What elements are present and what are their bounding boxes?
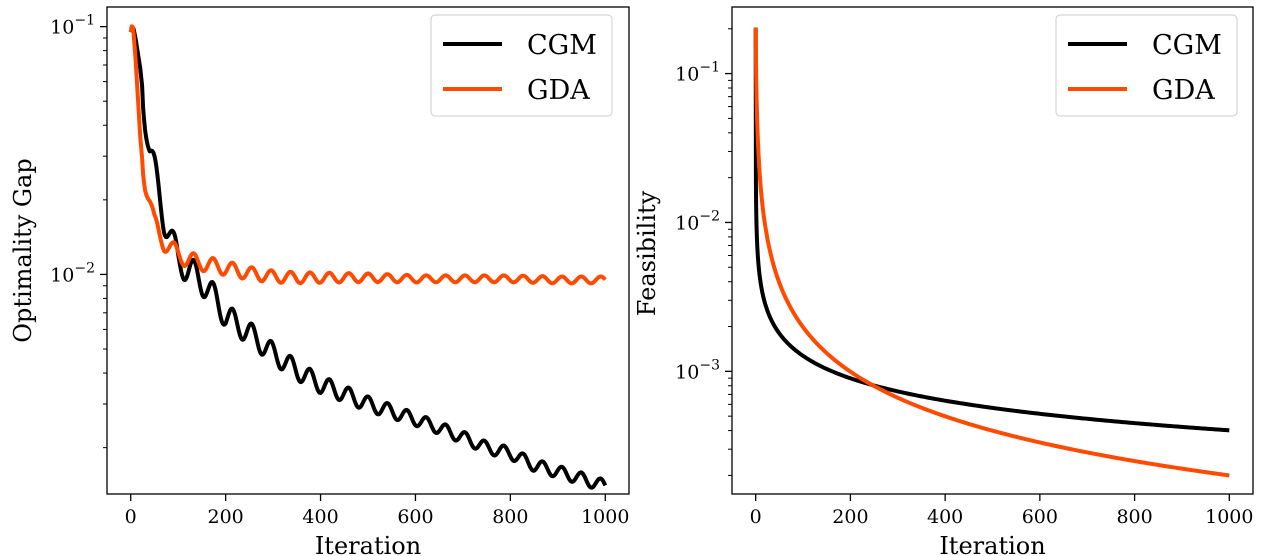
x-axis-label: Iteration [939,532,1045,556]
x-tick-label: 600 [1022,506,1058,528]
feasibility-chart: 10−3 10−2 10−1 0 200 400 600 800 1000 Iteration Fe… [633,6,1254,556]
x-axis-label: Iteration [315,532,421,556]
y-axis-label: Optimality Gap [9,158,37,342]
legend-label-gda: GDA [527,75,590,106]
x-tick-label: 400 [927,506,963,528]
optimality-gap-chart: 10−2 10−1 0 200 400 600 800 1000 Iteration Optima… [9,6,630,556]
legend-label-gda: GDA [1152,75,1215,106]
y-tick-label: 10−2 [675,208,720,234]
x-tick-label: 400 [302,506,338,528]
x-tick-label: 800 [1116,506,1152,528]
x-tick-label: 1000 [581,506,629,528]
x-tick-label: 200 [832,506,868,528]
x-tick-label: 800 [492,506,528,528]
x-tick-label: 0 [750,506,762,528]
legend: CGM GDA [430,14,613,117]
y-tick-label: 10−3 [675,357,720,383]
x-tick-label: 200 [208,506,244,528]
plot-frame [731,6,1254,495]
x-tick-label: 600 [397,506,433,528]
y-tick-label: 10−1 [50,13,95,39]
legend-label-cgm: CGM [527,30,597,61]
y-tick-label: 10−1 [675,60,720,86]
plot-frame [106,6,630,495]
legend-label-cgm: CGM [1152,30,1222,61]
y-axis-label: Feasibility [633,190,661,316]
series-line-cgm [753,28,1230,433]
y-tick-label: 10−2 [50,260,95,286]
series-line-gda [753,27,1230,478]
x-tick-label: 0 [125,506,137,528]
x-tick-label: 1000 [1205,506,1253,528]
series-line-cgm [128,25,608,490]
legend: CGM GDA [1055,14,1238,117]
series-line-gda [128,24,607,286]
